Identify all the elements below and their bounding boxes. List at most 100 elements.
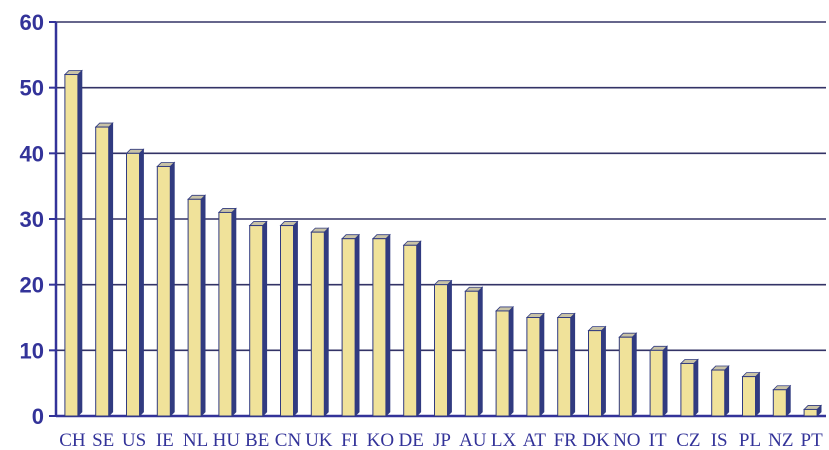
- bar-side-NZ: [785, 384, 791, 417]
- bar-JP: [433, 279, 453, 417]
- bar-front-FR: [557, 317, 572, 417]
- bar-front-UK: [310, 231, 325, 417]
- bar-FR: [556, 312, 576, 417]
- bar-front-BE: [249, 225, 264, 417]
- bar-front-JP: [434, 284, 448, 417]
- bar-front-PT: [803, 408, 818, 417]
- bar-front-AU: [464, 290, 479, 417]
- bar-NZ: [772, 384, 792, 417]
- x-tick-label: DE: [399, 430, 424, 450]
- bars: [63, 69, 823, 417]
- bar-PT: [803, 404, 823, 417]
- bar-UK: [310, 227, 330, 417]
- bar-CZ: [679, 358, 699, 417]
- bar-front-LX: [495, 310, 510, 417]
- bar-side-FI: [354, 233, 360, 417]
- bar-front-NZ: [772, 389, 787, 417]
- y-tick-label: 30: [20, 207, 44, 232]
- bar-FI: [341, 233, 361, 417]
- x-tick-label: KO: [367, 430, 394, 450]
- y-tick-label: 10: [20, 338, 44, 363]
- x-tick-label: NZ: [768, 430, 793, 450]
- bar-front-DE: [403, 244, 418, 417]
- bar-side-CN: [293, 220, 298, 417]
- bar-front-IS: [711, 369, 726, 417]
- y-tick-label: 40: [20, 141, 44, 166]
- x-tick-label: BE: [245, 430, 269, 450]
- bar-side-HU: [231, 207, 237, 417]
- bar-side-IS: [724, 365, 730, 417]
- x-tick-label: DK: [582, 430, 610, 450]
- bar-front-FI: [341, 238, 356, 417]
- x-tick-label: JP: [433, 430, 451, 450]
- bar-front-SE: [95, 126, 110, 417]
- x-tick-label: FI: [341, 430, 358, 450]
- bar-AT: [525, 312, 545, 417]
- bar-PL: [741, 371, 761, 417]
- gridlines: [56, 21, 826, 352]
- bar-front-IE: [156, 165, 171, 417]
- x-tick-label: PL: [739, 430, 761, 450]
- x-tick-label: NO: [613, 430, 640, 450]
- bar-side-PL: [755, 371, 760, 417]
- x-tick-label: IT: [649, 430, 667, 450]
- x-tick-label: PT: [801, 430, 824, 450]
- bar-DK: [587, 325, 607, 417]
- x-tick-label: SE: [92, 430, 114, 450]
- x-tick-label: FR: [554, 430, 578, 450]
- bar-side-IE: [169, 161, 175, 417]
- bar-front-DK: [588, 330, 602, 417]
- bar-NL: [187, 194, 207, 417]
- bar-LX: [495, 305, 515, 417]
- bar-front-KO: [372, 238, 387, 417]
- bar-front-US: [126, 152, 140, 417]
- bar-side-IT: [662, 345, 668, 417]
- bar-front-NL: [187, 198, 202, 417]
- x-tick-label: CZ: [676, 430, 700, 450]
- x-tick-label: HU: [213, 430, 241, 450]
- bar-front-PL: [742, 376, 756, 417]
- bar-US: [125, 148, 145, 417]
- x-tick-label: AT: [523, 430, 547, 450]
- bar-side-LX: [508, 305, 514, 417]
- bar-DE: [402, 240, 422, 417]
- bar-side-DK: [601, 325, 606, 417]
- bar-front-CZ: [680, 362, 695, 417]
- bar-SE: [94, 122, 114, 417]
- x-tick-label: CN: [275, 430, 302, 450]
- y-tick-label: 0: [32, 404, 44, 429]
- bar-side-CZ: [693, 358, 699, 417]
- bar-side-NO: [631, 332, 637, 417]
- bar-IT: [649, 345, 669, 417]
- bar-side-NL: [200, 194, 206, 417]
- bar-side-JP: [447, 279, 452, 417]
- bar-side-SE: [108, 122, 114, 417]
- bar-NO: [618, 332, 638, 417]
- bar-BE: [248, 220, 268, 417]
- bar-CN: [279, 220, 299, 417]
- bar-side-US: [139, 148, 144, 417]
- bar-AU: [464, 286, 484, 417]
- bar-IE: [156, 161, 176, 417]
- bar-side-UK: [323, 227, 329, 417]
- x-tick-label: IS: [711, 430, 728, 450]
- bar-KO: [371, 233, 391, 417]
- x-tick-labels: CH SE US IE NL HU BE CN UK FI KO DE JP AU LX AT FR DK NO IT…: [59, 430, 823, 450]
- bar-IS: [710, 365, 730, 417]
- y-tick-label: 60: [20, 10, 44, 35]
- y-tick-labels: 0 10 20 30 40 50 60: [20, 10, 44, 429]
- x-tick-label: CH: [59, 430, 86, 450]
- bar-front-HU: [218, 211, 233, 417]
- y-tick-label: 50: [20, 76, 44, 101]
- bar-side-CH: [77, 69, 83, 417]
- x-tick-label: AU: [459, 430, 487, 450]
- bar-side-KO: [385, 233, 391, 417]
- bar-side-DE: [416, 240, 422, 417]
- bar-front-AT: [526, 317, 541, 417]
- bar-side-BE: [262, 220, 268, 417]
- x-tick-label: US: [122, 430, 146, 450]
- x-tick-label: IE: [156, 430, 174, 450]
- bar-side-AU: [477, 286, 483, 417]
- bar-front-NO: [618, 336, 633, 417]
